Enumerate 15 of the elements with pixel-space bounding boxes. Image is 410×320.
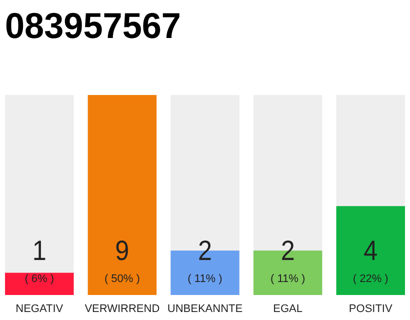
data-label: 4	[364, 235, 380, 266]
annotation: ( 11% )	[270, 273, 306, 285]
x-tick-label: VERWIRREND	[84, 303, 160, 315]
x-tick-label: UNBEKANNTE	[167, 303, 243, 315]
x-tick-label: NEGATIV	[16, 303, 64, 315]
annotation: ( 50% )	[104, 273, 140, 285]
data-label: 9	[115, 235, 131, 266]
data-label: 1	[32, 235, 48, 266]
annotation: ( 11% )	[188, 273, 222, 285]
chart-title: 083957567	[5, 5, 186, 46]
x-tick-label: EGAL	[273, 303, 302, 315]
bar	[5, 272, 74, 295]
annotation: ( 6% )	[24, 273, 54, 285]
x-tick-label: POSITIV	[348, 303, 393, 315]
annotation: ( 22% )	[352, 273, 388, 285]
